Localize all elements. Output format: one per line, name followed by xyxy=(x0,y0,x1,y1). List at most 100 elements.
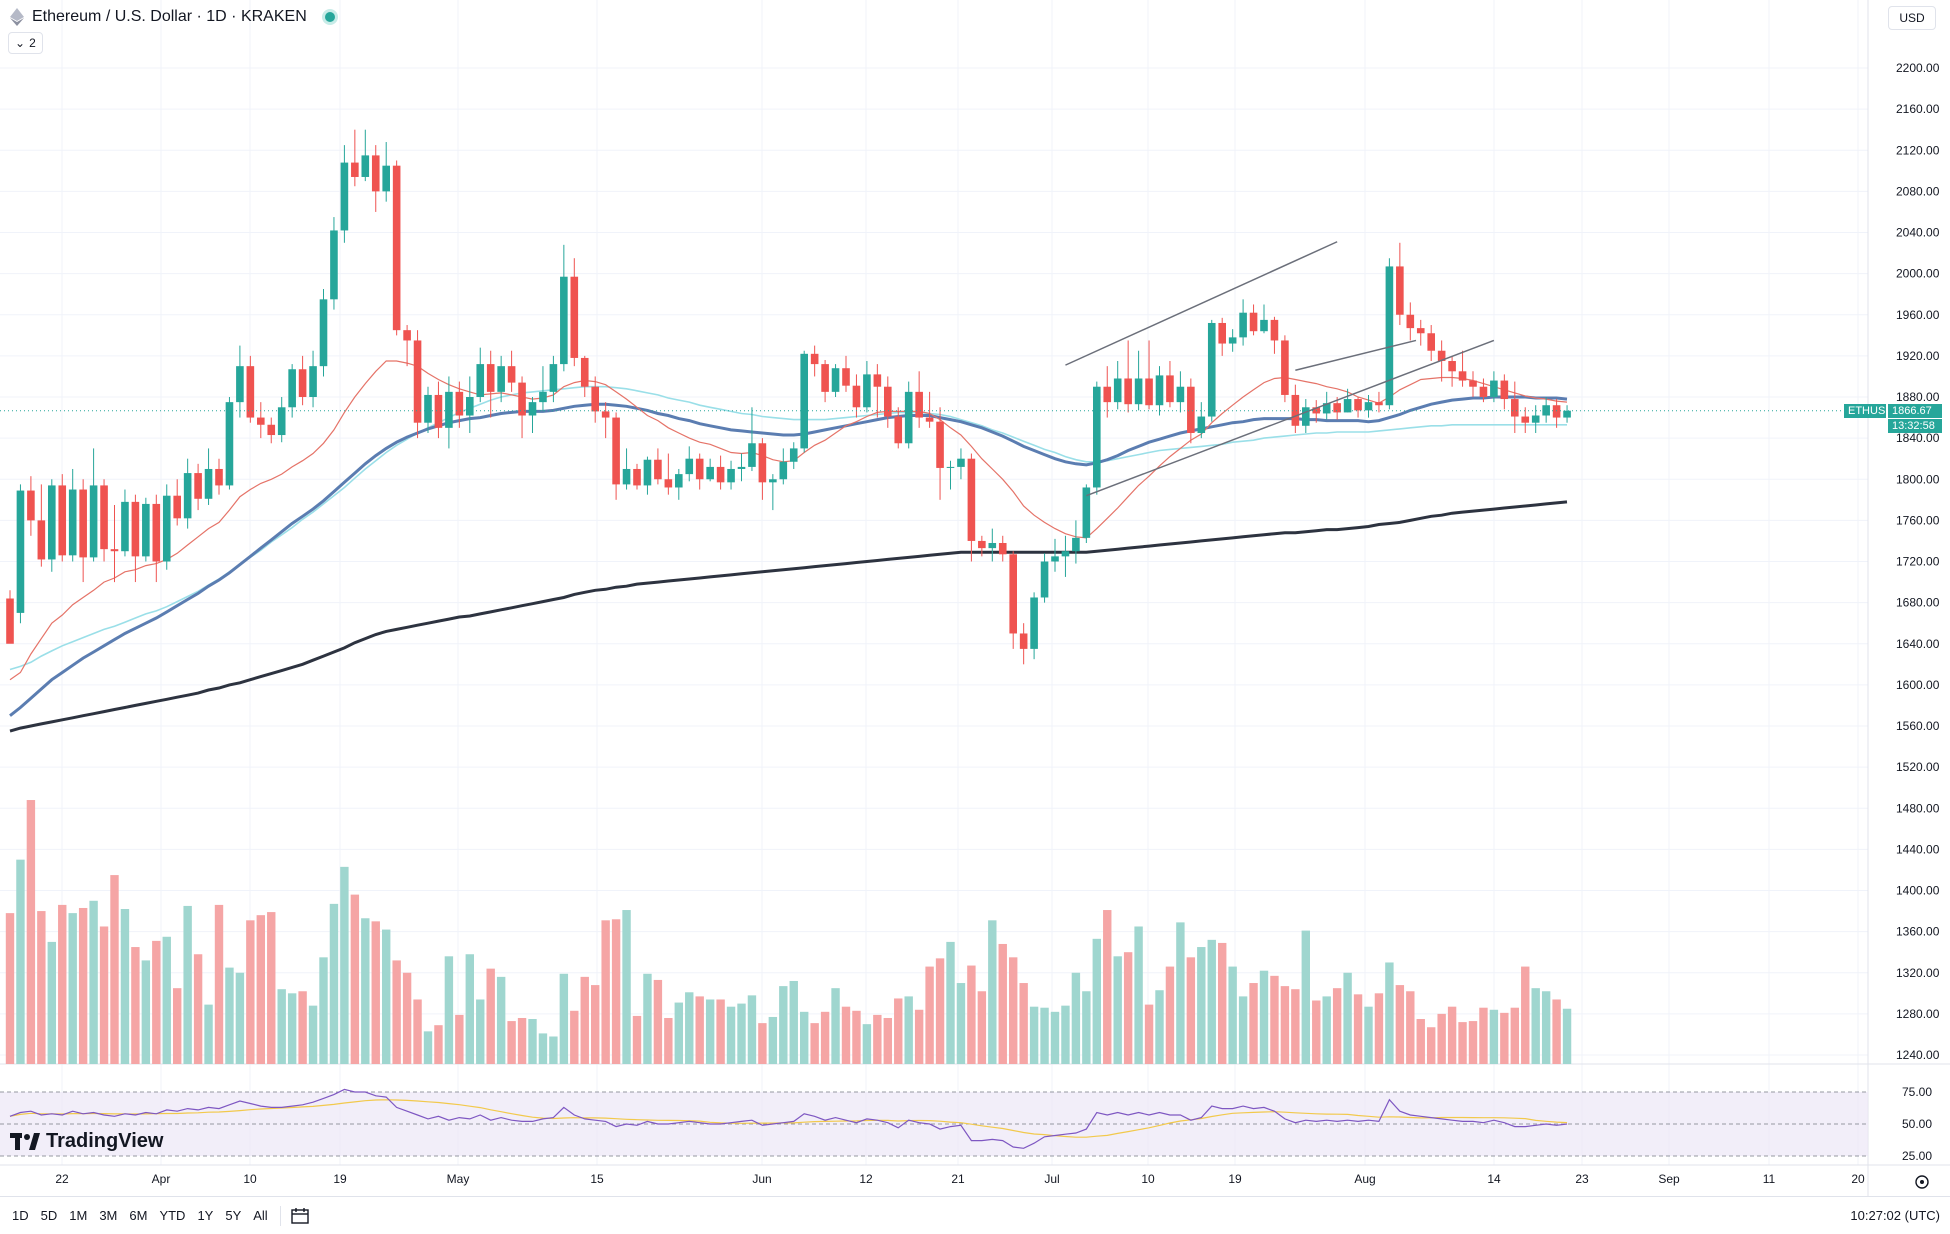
candle-body[interactable] xyxy=(612,417,620,485)
candle-body[interactable] xyxy=(48,485,56,560)
candle-body[interactable] xyxy=(1009,554,1017,634)
candle-body[interactable] xyxy=(330,230,338,300)
candle-body[interactable] xyxy=(685,458,694,475)
candle-body[interactable] xyxy=(998,542,1007,555)
candle-body[interactable] xyxy=(737,466,746,469)
candle-body[interactable] xyxy=(1531,415,1540,423)
candle-body[interactable] xyxy=(779,461,788,480)
candle-body[interactable] xyxy=(1019,633,1028,649)
candle-body[interactable] xyxy=(1155,375,1164,406)
range-button-1y[interactable]: 1Y xyxy=(197,1208,214,1223)
candle-body[interactable] xyxy=(800,353,808,449)
candle-body[interactable] xyxy=(152,503,161,562)
candle-body[interactable] xyxy=(215,468,223,486)
candle-body[interactable] xyxy=(1354,399,1362,411)
candle-body[interactable] xyxy=(1281,340,1289,395)
candle-body[interactable] xyxy=(1427,333,1435,351)
candle-body[interactable] xyxy=(6,598,14,644)
candle-body[interactable] xyxy=(1416,328,1425,334)
candle-body[interactable] xyxy=(110,549,119,552)
candle-body[interactable] xyxy=(16,490,25,613)
candle-body[interactable] xyxy=(1166,375,1174,403)
candle-body[interactable] xyxy=(79,489,87,558)
candle-body[interactable] xyxy=(424,394,432,423)
candle-body[interactable] xyxy=(643,459,652,486)
candle-body[interactable] xyxy=(1302,407,1310,426)
candle-body[interactable] xyxy=(1322,403,1331,414)
candle-body[interactable] xyxy=(1249,312,1258,332)
candle-body[interactable] xyxy=(894,416,903,444)
candle-body[interactable] xyxy=(1500,380,1509,400)
candle-body[interactable] xyxy=(1207,322,1216,417)
candle-body[interactable] xyxy=(633,468,641,486)
candle-body[interactable] xyxy=(1197,416,1206,433)
candle-body[interactable] xyxy=(852,385,861,408)
range-button-6m[interactable]: 6M xyxy=(129,1208,148,1223)
candle-body[interactable] xyxy=(1364,402,1373,411)
candle-body[interactable] xyxy=(131,501,140,557)
range-button-3m[interactable]: 3M xyxy=(99,1208,118,1223)
utc-clock[interactable]: 10:27:02 (UTC) xyxy=(1850,1208,1940,1223)
candle-body[interactable] xyxy=(695,458,704,480)
candle-body[interactable] xyxy=(1542,405,1550,416)
candle-body[interactable] xyxy=(1187,386,1195,433)
candle-body[interactable] xyxy=(936,421,944,468)
candle-body[interactable] xyxy=(194,473,202,499)
market-status-icon[interactable] xyxy=(324,12,335,22)
candle-body[interactable] xyxy=(37,520,46,560)
settings-icon[interactable] xyxy=(1915,1175,1929,1189)
candle-body[interactable] xyxy=(319,299,328,367)
range-button-1m[interactable]: 1M xyxy=(69,1208,88,1223)
candle-body[interactable] xyxy=(1333,403,1341,413)
candle-body[interactable] xyxy=(204,468,213,499)
candle-body[interactable] xyxy=(476,364,485,397)
candle-body[interactable] xyxy=(68,489,77,556)
candle-body[interactable] xyxy=(863,374,871,408)
candle-body[interactable] xyxy=(1291,394,1300,426)
candle-body[interactable] xyxy=(142,503,150,557)
candle-body[interactable] xyxy=(706,466,714,480)
tradingview-logo[interactable]: TradingView xyxy=(10,1130,163,1153)
candle-body[interactable] xyxy=(507,366,516,383)
candle-body[interactable] xyxy=(831,368,840,392)
candle-body[interactable] xyxy=(622,468,631,485)
candle-body[interactable] xyxy=(371,155,380,192)
candle-body[interactable] xyxy=(549,364,558,392)
candle-body[interactable] xyxy=(1030,597,1038,649)
candle-body[interactable] xyxy=(267,424,276,436)
calendar-icon[interactable] xyxy=(291,1207,311,1224)
range-button-5d[interactable]: 5D xyxy=(40,1208,58,1223)
candle-body[interactable] xyxy=(675,474,683,488)
indicators-toggle[interactable]: ⌄ 2 xyxy=(8,32,43,54)
candle-body[interactable] xyxy=(1113,378,1122,403)
candle-body[interactable] xyxy=(340,162,349,231)
candle-body[interactable] xyxy=(58,485,67,556)
candle-body[interactable] xyxy=(580,357,589,387)
candle-body[interactable] xyxy=(925,417,934,422)
candle-body[interactable] xyxy=(1176,386,1185,403)
candle-body[interactable] xyxy=(1375,402,1383,406)
candle-body[interactable] xyxy=(434,394,443,428)
candle-body[interactable] xyxy=(967,458,976,541)
candle-body[interactable] xyxy=(497,366,505,392)
candle-body[interactable] xyxy=(769,479,777,483)
candle-body[interactable] xyxy=(560,276,568,365)
candle-body[interactable] xyxy=(1343,399,1352,413)
candle-body[interactable] xyxy=(1396,266,1404,315)
candle-body[interactable] xyxy=(946,466,955,468)
candle-body[interactable] xyxy=(361,155,370,177)
candle-body[interactable] xyxy=(1124,378,1132,405)
candle-body[interactable] xyxy=(173,495,181,519)
candle-body[interactable] xyxy=(884,386,892,417)
candle-body[interactable] xyxy=(89,485,98,558)
candle-body[interactable] xyxy=(1061,551,1070,557)
candle-body[interactable] xyxy=(821,364,829,392)
candle-body[interactable] xyxy=(1093,386,1101,488)
candle-body[interactable] xyxy=(591,386,599,412)
candle-body[interactable] xyxy=(716,466,725,483)
candle-body[interactable] xyxy=(1458,371,1467,381)
candle-body[interactable] xyxy=(789,448,798,462)
candle-body[interactable] xyxy=(1406,314,1415,329)
candle-body[interactable] xyxy=(288,369,296,408)
